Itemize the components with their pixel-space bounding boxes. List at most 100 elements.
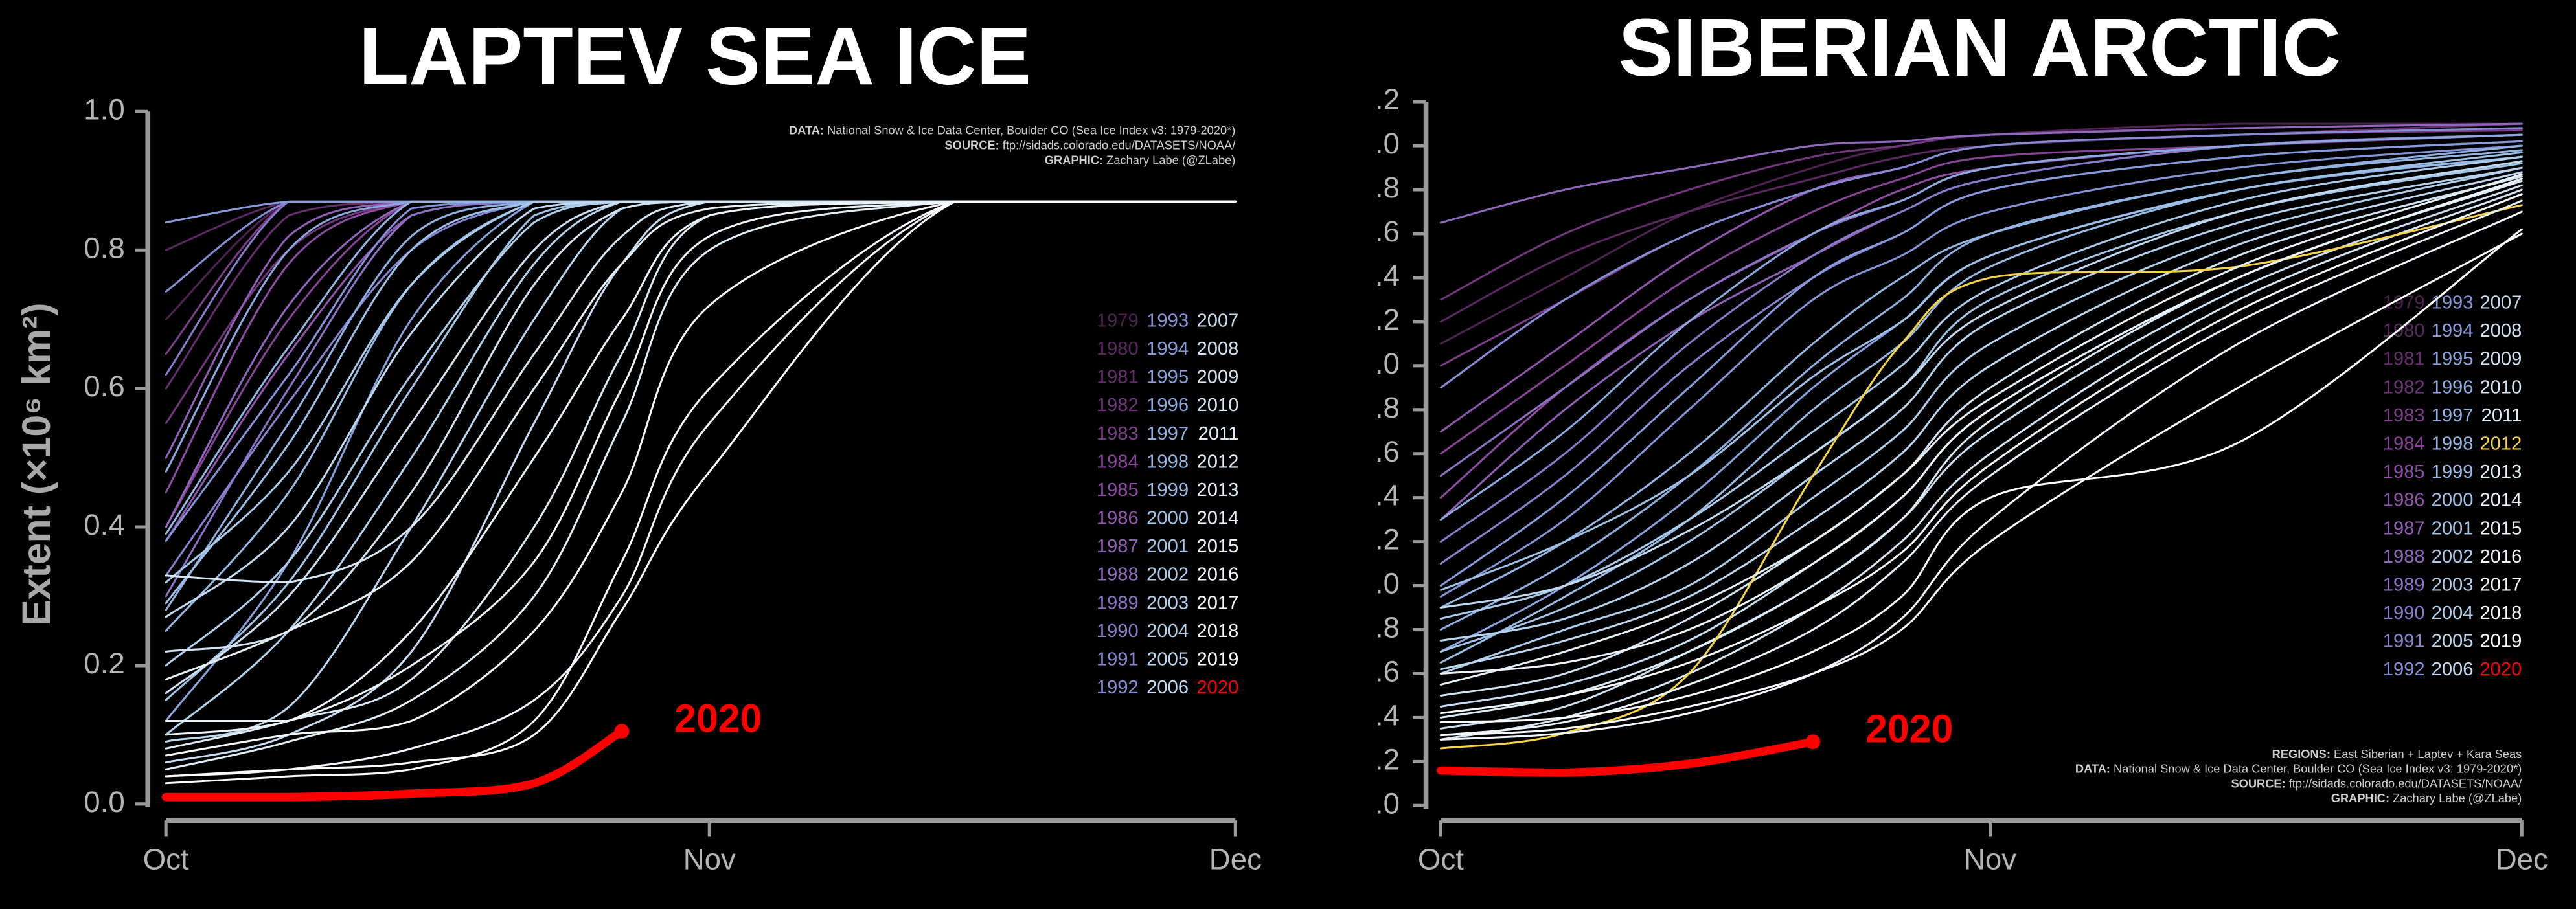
x-tick-label: Dec (1209, 843, 1262, 876)
series-line (1439, 149, 2523, 609)
series-line (1439, 173, 2523, 686)
legend-entry: 1983 (2383, 405, 2425, 426)
legend-entry: 1981 (1097, 367, 1139, 388)
legend-entry: 1979 (2383, 293, 2425, 313)
source-text: REGIONS: East Siberian + Laptev + Kara S… (2272, 747, 2522, 761)
legend-entry: 2000 (1146, 508, 1189, 529)
source-value: National Snow & Ice Data Center, Boulder… (827, 124, 1235, 137)
legend-entry: 2006 (1146, 677, 1189, 698)
y-tick-label: .8 (1375, 611, 1400, 644)
source-text: SOURCE: ftp://sidads.colorado.edu/DATASE… (2231, 776, 2522, 790)
y-tick-label: .2 (1375, 83, 1400, 116)
legend-entry: 2017 (1197, 592, 1239, 613)
legend-entry: 1989 (2383, 574, 2425, 595)
series-line (161, 727, 626, 802)
legend-entry: 1998 (2432, 434, 2474, 454)
y-tick-label: 0.8 (84, 231, 124, 264)
legend-entry: 2004 (2432, 603, 2474, 623)
legend-entry: 1997 (2432, 405, 2474, 426)
legend-entry: 1986 (2383, 490, 2425, 511)
legend-entry: 2018 (2479, 603, 2522, 623)
y-axis-label: Extent (×10⁶ km²) (14, 303, 58, 626)
source-label: DATA: (2075, 761, 2110, 775)
legend-entry: 1985 (2383, 462, 2425, 482)
legend-entry: 1982 (2383, 377, 2425, 398)
legend-entry: 1994 (2432, 320, 2474, 341)
source-value: Zachary Labe (@ZLabe) (2393, 791, 2522, 805)
y-tick-label: .8 (1375, 391, 1400, 424)
legend-entry: 1996 (1146, 395, 1189, 416)
legend-entry: 1999 (2432, 462, 2474, 482)
legend-entry: 1985 (1097, 480, 1139, 500)
legend-entry: 1998 (1146, 451, 1189, 472)
y-tick-label: .6 (1375, 655, 1400, 688)
series-line (1439, 144, 2523, 598)
legend-entry: 2013 (2479, 462, 2522, 482)
series-end-marker (614, 724, 630, 739)
y-tick-label: .0 (1375, 787, 1400, 820)
y-tick-label: 0.0 (84, 785, 124, 818)
legend-entry: 2017 (2479, 574, 2522, 595)
series-line (1439, 133, 2523, 521)
source-text: DATA: National Snow & Ice Data Center, B… (789, 124, 1235, 137)
legend-entry: 2006 (2432, 659, 2474, 680)
y-tick-label: 0.4 (84, 508, 124, 541)
x-tick-label: Dec (2496, 843, 2548, 876)
legend-entry: 2014 (1197, 508, 1239, 529)
legend-entry: 2005 (2432, 631, 2474, 652)
source-text: GRAPHIC: Zachary Labe (@ZLabe) (1045, 153, 1236, 166)
series-line (1439, 210, 2523, 741)
legend-entry: 1991 (1097, 649, 1139, 670)
series-line (1439, 122, 2523, 224)
series-line (1439, 171, 2523, 671)
legend-entry: 2002 (2432, 546, 2474, 567)
series-line (1439, 155, 2523, 620)
legend-entry: 2009 (2479, 349, 2522, 370)
legend-entry: 2019 (2479, 631, 2522, 652)
legend-entry: 1981 (2383, 349, 2425, 370)
legend-entry: 2008 (1197, 339, 1239, 359)
series-line (1439, 232, 2523, 737)
source-label: GRAPHIC: (2331, 791, 2389, 805)
legend-entry: 1984 (2383, 434, 2425, 454)
legend-entry: 2011 (2481, 405, 2522, 426)
legend-entry: 2013 (1197, 480, 1239, 500)
legend-entry: 1993 (1146, 310, 1189, 331)
legend-entry: 2009 (1197, 367, 1239, 388)
x-tick-label: Nov (683, 843, 736, 876)
legend-entry: 1995 (1146, 367, 1189, 388)
legend-entry: 2014 (2479, 490, 2522, 511)
legend-entry: 1988 (2383, 546, 2425, 567)
series-line (1439, 160, 2523, 609)
y-tick-label: .0 (1375, 127, 1400, 160)
legend-entry: 1997 (1146, 423, 1189, 444)
source-label: SOURCE: (944, 138, 999, 152)
source-text: GRAPHIC: Zachary Labe (@ZLabe) (2331, 791, 2522, 805)
legend-entry: 1990 (1097, 621, 1139, 642)
legend-entry: 2000 (2432, 490, 2474, 511)
series-line (1439, 140, 2523, 587)
y-tick-label: .4 (1375, 479, 1400, 512)
series-line (1439, 166, 2523, 675)
y-tick-label: 0.2 (84, 647, 124, 680)
series-line (1439, 177, 2523, 675)
legend-entry: 1987 (1097, 536, 1139, 557)
legend-entry: 1999 (1146, 480, 1189, 500)
legend-entry: 2020 (2479, 659, 2522, 680)
legend-entry: 2018 (1197, 621, 1239, 642)
legend-entry: 1989 (1097, 592, 1139, 613)
legend-entry: 2016 (1197, 565, 1239, 585)
source-value: Zachary Labe (@ZLabe) (1106, 153, 1235, 166)
series-line (1439, 151, 2523, 591)
legend-entry: 2020 (1197, 677, 1239, 698)
series-line (1439, 204, 2523, 750)
legend-entry: 2011 (1198, 423, 1239, 444)
legend-entry: 1991 (2383, 631, 2425, 652)
y-tick-label: .0 (1375, 567, 1400, 600)
x-tick-label: Oct (1418, 843, 1464, 876)
source-label: GRAPHIC: (1045, 153, 1103, 166)
series-line (1439, 193, 2523, 715)
source-text: DATA: National Snow & Ice Data Center, B… (2075, 761, 2522, 775)
legend-entry: 1984 (1097, 451, 1139, 472)
legend-entry: 2007 (2479, 293, 2522, 313)
